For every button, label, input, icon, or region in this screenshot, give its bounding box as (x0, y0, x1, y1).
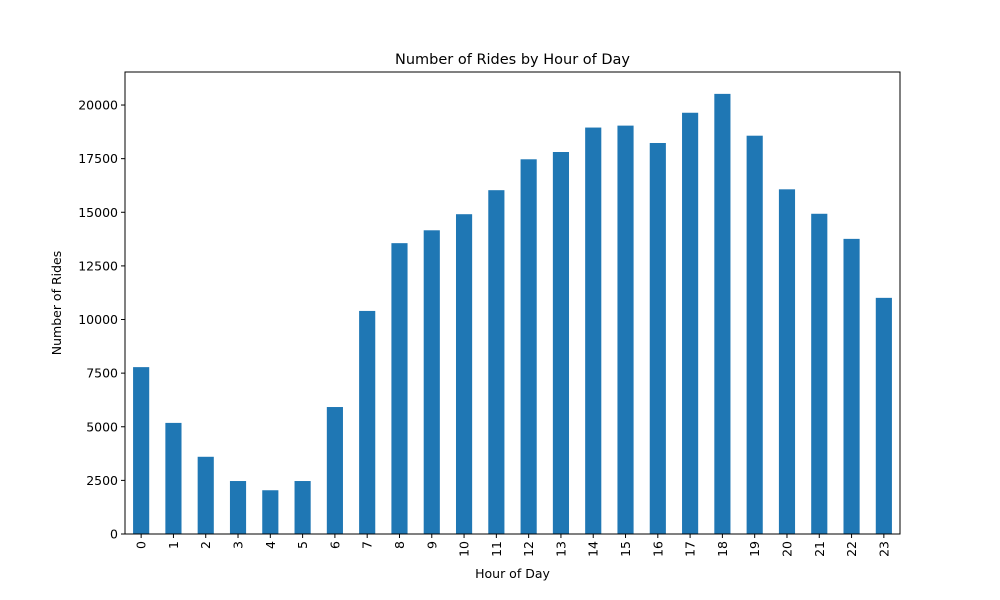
y-tick-label: 10000 (78, 312, 118, 327)
y-tick-label: 5000 (86, 419, 118, 434)
bar-hour-16 (649, 142, 666, 534)
y-tick-label: 7500 (86, 366, 118, 381)
y-tick-label: 0 (110, 527, 118, 542)
y-tick-label: 2500 (86, 473, 118, 488)
x-tick-label: 8 (392, 541, 407, 549)
bar-hour-14 (585, 127, 602, 535)
x-tick-label: 20 (779, 541, 794, 557)
y-tick-label: 12500 (78, 258, 118, 273)
x-tick-label: 13 (553, 541, 568, 557)
x-tick-label: 12 (521, 541, 536, 557)
bar-hour-12 (520, 159, 537, 534)
bar-hour-0 (133, 367, 150, 534)
bar-hour-19 (746, 135, 763, 534)
bar-hour-17 (682, 112, 699, 535)
x-tick-label: 1 (166, 541, 181, 549)
x-tick-label: 18 (715, 541, 730, 557)
bar-hour-18 (714, 93, 731, 534)
x-tick-label: 17 (683, 541, 698, 557)
x-tick-label: 23 (876, 541, 891, 557)
x-tick-label: 19 (747, 541, 762, 557)
bar-hour-10 (455, 214, 473, 534)
plot-frame (124, 71, 901, 535)
x-tick-label: 2 (198, 541, 213, 549)
x-tick-label: 15 (618, 541, 633, 557)
bar-hour-22 (843, 238, 860, 534)
bar-hour-9 (423, 230, 440, 535)
x-tick-label: 5 (295, 541, 310, 549)
x-tick-label: 10 (457, 541, 472, 557)
x-tick-label: 7 (360, 541, 375, 549)
bar-hour-2 (197, 456, 214, 534)
bar-hour-15 (617, 125, 634, 535)
x-tick-label: 3 (231, 541, 246, 549)
x-tick-label: 21 (812, 541, 827, 557)
bar-hour-23 (875, 297, 892, 534)
x-tick-label: 16 (650, 541, 665, 557)
x-tick-label: 22 (844, 541, 859, 557)
y-tick-label: 17500 (78, 151, 118, 166)
bar-hour-4 (262, 490, 279, 534)
x-axis-label: Hour of Day (475, 566, 550, 581)
bar-hour-21 (811, 213, 828, 535)
y-axis-ticks: 0 2500 5000 7500 10000 12500 15000 17500 20000 (78, 98, 125, 542)
x-tick-label: 14 (586, 541, 601, 557)
bar-hour-11 (488, 190, 505, 534)
x-tick-label: 9 (424, 541, 439, 549)
bar-hour-1 (165, 422, 182, 534)
x-tick-label: 11 (489, 541, 504, 557)
y-axis-label: Number of Rides (49, 251, 64, 356)
x-tick-label: 6 (327, 541, 342, 549)
bar-hour-3 (229, 481, 247, 534)
x-tick-label: 0 (134, 541, 149, 549)
bar-hour-20 (778, 189, 796, 534)
y-tick-label: 15000 (78, 205, 118, 220)
x-tick-label: 4 (263, 541, 278, 549)
y-tick-label: 20000 (78, 98, 118, 113)
bar-hour-5 (294, 481, 311, 534)
chart-title: Number of Rides by Hour of Day (395, 52, 630, 68)
bar-hour-8 (391, 243, 408, 535)
bars-group (133, 93, 892, 535)
bar-hour-6 (326, 407, 343, 534)
bar-hour-13 (552, 152, 570, 534)
bar-hour-7 (359, 310, 376, 534)
x-axis-ticks: 0 1 2 3 4 5 6 7 8 9 10 11 12 13 14 15 16 17 18 19 20 21 22 23 (134, 534, 891, 557)
